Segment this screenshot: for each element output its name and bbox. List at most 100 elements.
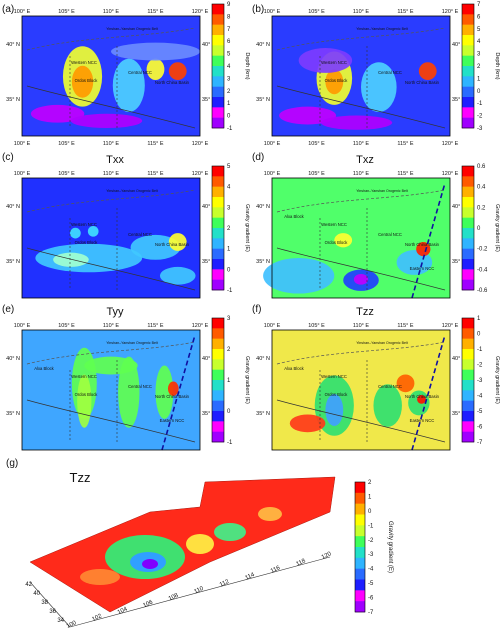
label-central-ncc: Central NCC <box>128 70 152 75</box>
colorbar-tick: -3 <box>368 552 374 558</box>
label-yinshan-belt: Yinshan–Yanshan Orogenic Belt <box>356 27 408 31</box>
x-tick-label-top: 105° E <box>308 9 325 15</box>
x-tick-label-top: 115° E <box>147 171 163 177</box>
colorbar-segment <box>212 369 224 381</box>
panel-a: (a) Western NCC Ordos Block Central NCC Nor… <box>0 0 250 148</box>
surface-anomaly <box>80 569 120 585</box>
y-tick-label: 36 <box>49 609 56 615</box>
y-tick-label: 40 <box>33 591 40 597</box>
colorbar-segment <box>355 492 365 504</box>
surface-anomaly <box>258 507 282 521</box>
x-tick-label: 120° E <box>442 141 459 147</box>
x-tick-label: 106 <box>142 599 154 609</box>
x-tick-label-top: 105° E <box>58 323 75 329</box>
label-ordos-block: Ordos Block <box>325 392 349 397</box>
colorbar-segment <box>462 176 474 187</box>
colorbar-segment <box>462 55 474 67</box>
x-tick-label-top: 115° E <box>397 9 413 15</box>
x-tick-label-top: 110° E <box>103 171 119 177</box>
colorbar-tick: 1 <box>477 316 481 322</box>
y-tick-label: 40° N <box>256 356 270 362</box>
y-tick-label: 35° N <box>256 411 270 417</box>
x-tick-label-top: 110° E <box>353 9 369 15</box>
colorbar-segment <box>212 279 224 291</box>
colorbar-segment <box>462 217 474 229</box>
tanlu-fault <box>161 334 196 451</box>
colorbar-tick: 1 <box>227 101 231 107</box>
x-tick-label-top: 115° E <box>147 9 163 15</box>
colorbar-segment <box>212 248 224 260</box>
anomaly-patch <box>30 104 85 123</box>
label-western-ncc: Western NCC <box>321 374 347 379</box>
y-tick-label: 35° N <box>6 97 20 103</box>
colorbar-segment <box>212 338 224 350</box>
colorbar-segment <box>462 107 474 118</box>
anomaly-patch <box>167 381 179 396</box>
colorbar-segment <box>462 97 474 108</box>
map-frame <box>21 329 201 451</box>
anomaly-patch <box>325 394 344 426</box>
colorbar-segment <box>212 55 224 67</box>
anomaly-patch <box>84 356 138 375</box>
label-alxa-block: Alxa Block <box>284 366 304 371</box>
colorbar-segment <box>212 166 224 177</box>
colorbar-tick: 0.4 <box>477 185 486 191</box>
colorbar-segment <box>212 238 224 249</box>
boundary-line <box>26 27 196 51</box>
colorbar-segment <box>462 228 474 239</box>
colorbar-segment <box>462 279 474 291</box>
panel-c: (c) Txx Western NCC Ordos Block Central NC… <box>0 148 250 309</box>
anomaly-patch <box>416 242 431 257</box>
colorbar-tick: -6 <box>368 596 374 602</box>
colorbar-tick: -4 <box>368 567 374 573</box>
x-tick-label: 116 <box>270 565 282 575</box>
colorbar-segment <box>212 431 224 443</box>
x-tick-label-top: 100° E <box>264 323 281 329</box>
colorbar-segment <box>355 547 365 559</box>
label-eastern-ncc: Eastern NCC <box>410 266 435 271</box>
colorbar-segment <box>212 76 224 87</box>
x-tick-label-top: 115° E <box>397 171 413 177</box>
colorbar-tick: 0.6 <box>477 164 486 170</box>
colorbar-segment <box>355 525 365 537</box>
colorbar-segment <box>212 66 224 77</box>
label-yinshan-belt: Yinshan–Yanshan Orogenic Belt <box>106 27 158 31</box>
label-western-ncc: Western NCC <box>71 374 97 379</box>
colorbar-tick: -1 <box>227 126 233 132</box>
y-tick-label-right: 40° N <box>452 42 466 48</box>
y-tick-label: 35° N <box>6 411 20 417</box>
colorbar-segment <box>212 197 224 208</box>
colorbar-tick: 0.2 <box>477 205 486 211</box>
colorbar-tick: -0.4 <box>477 267 488 273</box>
colorbar-tick: 2 <box>227 347 231 353</box>
label-western-ncc: Western NCC <box>71 60 97 65</box>
y-tick-label: 34 <box>57 618 64 624</box>
x-tick-label: 108 <box>168 592 180 602</box>
colorbar-segment <box>462 24 474 36</box>
colorbar-tick: 3 <box>227 205 231 211</box>
x-tick-label-top: 110° E <box>353 323 369 329</box>
colorbar: 5 4 3 2 1 0 -1 Gravity gradient (E) <box>211 164 250 294</box>
map-frame <box>271 329 451 451</box>
colorbar-segment <box>212 86 224 98</box>
colorbar-segment <box>462 4 474 15</box>
y-tick-label-right: 40° N <box>452 204 466 210</box>
x-tick-label-top: 105° E <box>308 323 325 329</box>
label-eastern-ncc: Eastern NCC <box>160 418 185 423</box>
x-tick-label-top: 100° E <box>14 171 31 177</box>
x-tick-label: 110° E <box>353 141 369 147</box>
label-ordos-block: Ordos Block <box>325 78 349 83</box>
colorbar-segment <box>462 400 474 412</box>
panel-letter: (f) <box>252 304 262 315</box>
label-central-ncc: Central NCC <box>128 232 152 237</box>
x-tick-label-top: 115° E <box>147 323 163 329</box>
colorbar-label: Gravity gradient (E) <box>387 521 393 573</box>
colorbar-tick: 3 <box>227 76 231 82</box>
panel-g: (g) Tzz 100 102 104 106 108 110 112 114 116 118 12… <box>0 452 500 630</box>
anomaly-patch <box>334 233 353 248</box>
y-tick-label: 40° N <box>6 42 20 48</box>
